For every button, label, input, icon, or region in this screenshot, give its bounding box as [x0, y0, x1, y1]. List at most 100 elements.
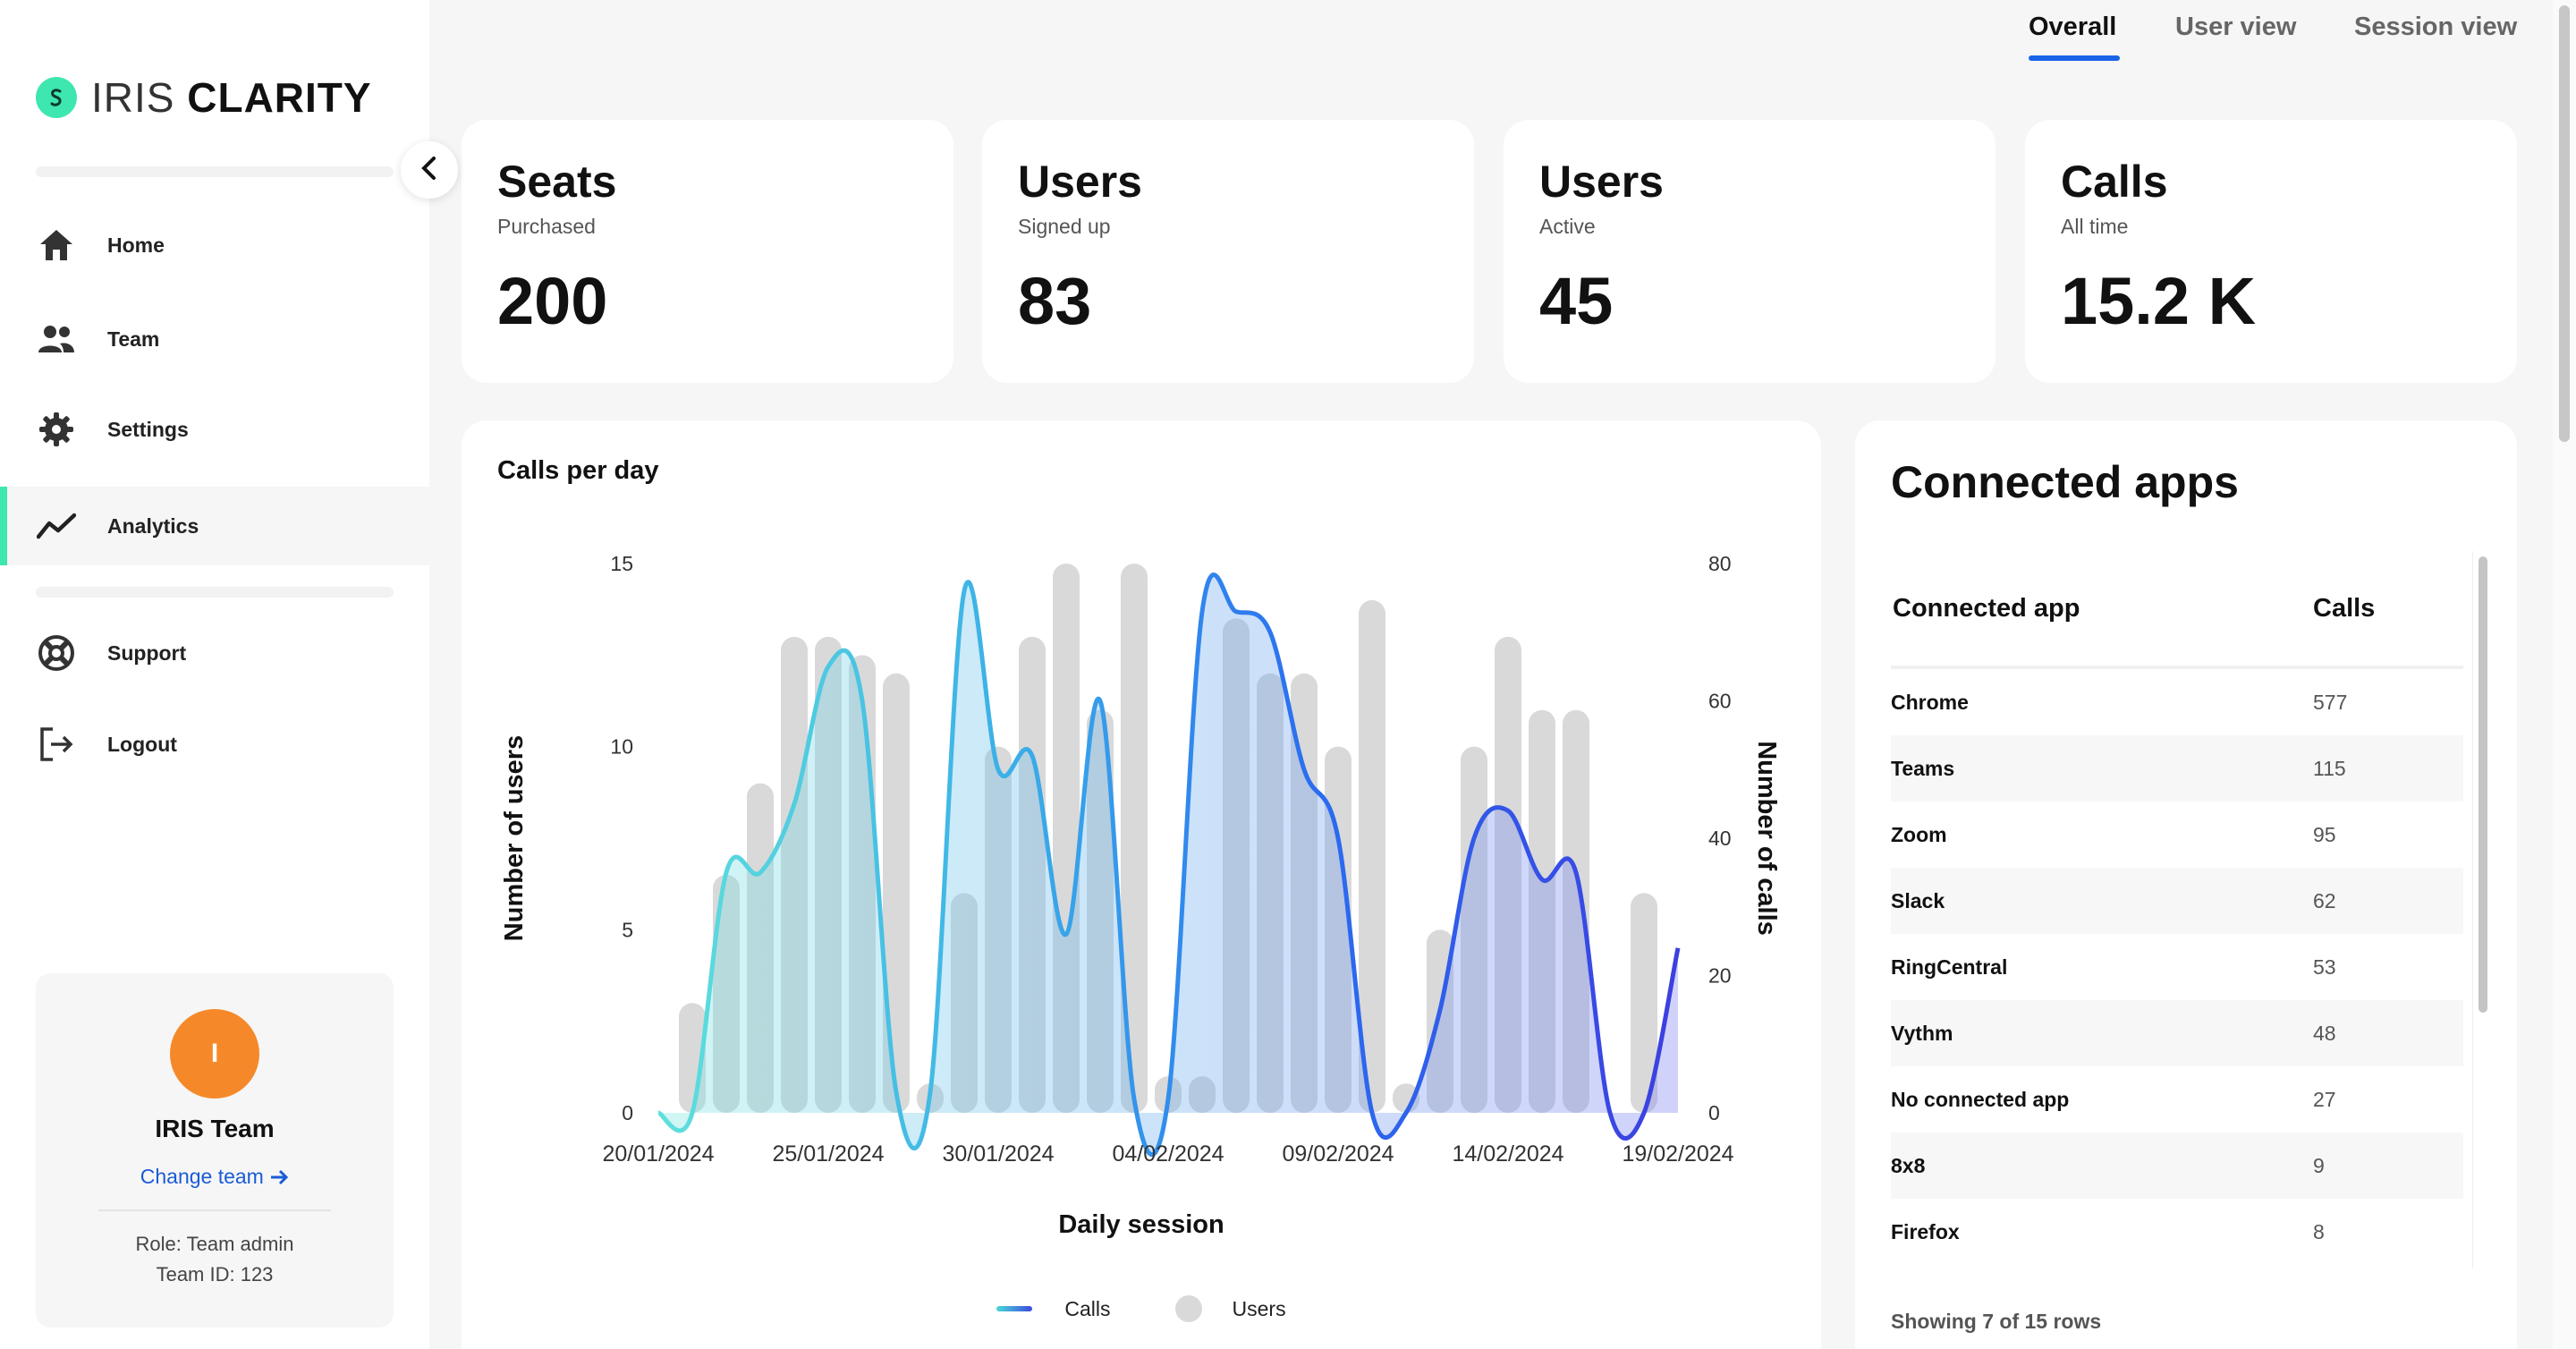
- x-tick-label: 04/02/2024: [1112, 1141, 1224, 1167]
- app-calls-cell: 115: [2313, 756, 2346, 780]
- team-card: I IRIS Team Change team Role: Team admin…: [36, 973, 394, 1328]
- app-calls-cell: 577: [2313, 690, 2348, 714]
- y-axis-title: Number of users: [500, 735, 529, 941]
- legend-item-calls[interactable]: Calls: [996, 1296, 1111, 1321]
- stat-title: Seats: [497, 157, 617, 207]
- team-id: Team ID: 123: [156, 1263, 274, 1285]
- legend-label: Users: [1232, 1296, 1286, 1320]
- app-calls-cell: 62: [2313, 888, 2336, 912]
- sidebar: IRIS CLARITY Home Team Settings Analytic…: [0, 0, 429, 1349]
- users-bar[interactable]: [1631, 893, 1657, 1113]
- table-row[interactable]: Firefox 8: [1891, 1199, 2463, 1265]
- lifebuoy-icon: [36, 632, 77, 674]
- y-tick-label: 5: [622, 918, 633, 941]
- stat-value: 45: [1539, 264, 1614, 338]
- sidebar-item-logout[interactable]: Logout: [0, 705, 429, 784]
- table-row[interactable]: Slack 62: [1891, 868, 2463, 934]
- stat-subtitle: All time: [2061, 215, 2129, 238]
- app-name-cell: Zoom: [1891, 822, 1947, 846]
- table-body: Chrome 577 Teams 115 Zoom 95 Slack 62 RingCentra…: [1891, 669, 2463, 1265]
- logout-icon: [36, 724, 77, 765]
- column-header-app[interactable]: Connected app: [1893, 593, 2080, 623]
- tab-session-view[interactable]: Session view: [2354, 13, 2518, 41]
- app-name-cell: Chrome: [1891, 690, 1969, 714]
- sidebar-item-label: Analytics: [107, 513, 199, 538]
- table-row[interactable]: RingCentral 53: [1891, 934, 2463, 1000]
- page-scrollbar[interactable]: [2553, 0, 2576, 1349]
- table-row[interactable]: Zoom 95: [1891, 802, 2463, 868]
- analytics-icon: [36, 505, 77, 547]
- stat-value: 83: [1018, 264, 1092, 338]
- y-right-tick-label: 0: [1708, 1101, 1720, 1124]
- sidebar-item-team[interactable]: Team: [0, 300, 429, 378]
- table-row[interactable]: Teams 115: [1891, 735, 2463, 802]
- y-tick-label: 15: [610, 552, 633, 575]
- table-row[interactable]: Vythm 48: [1891, 1000, 2463, 1066]
- collapse-sidebar-button[interactable]: [401, 141, 458, 199]
- stat-value: 200: [497, 264, 608, 338]
- y-tick-label: 10: [610, 735, 633, 759]
- tab-overall[interactable]: Overall: [2029, 13, 2117, 41]
- change-team-label: Change team: [140, 1165, 264, 1188]
- sidebar-divider: [36, 587, 394, 598]
- app-name-cell: Teams: [1891, 756, 1955, 780]
- users-bar[interactable]: [883, 673, 910, 1113]
- apps-table-scrollbar[interactable]: [2472, 551, 2492, 1268]
- sidebar-item-analytics[interactable]: Analytics: [0, 487, 429, 565]
- app-name-cell: No connected app: [1891, 1087, 2070, 1111]
- y-right-tick-label: 20: [1708, 964, 1732, 988]
- sidebar-item-label: Settings: [107, 417, 189, 441]
- chevron-left-icon: [419, 156, 439, 185]
- sidebar-item-home[interactable]: Home: [0, 206, 429, 284]
- change-team-link[interactable]: Change team: [36, 1165, 394, 1189]
- team-name: IRIS Team: [155, 1115, 275, 1142]
- table-row[interactable]: 8x8 9: [1891, 1133, 2463, 1199]
- sidebar-item-support[interactable]: Support: [0, 614, 429, 692]
- calls-line[interactable]: [657, 573, 1681, 1158]
- stat-title: Users: [1539, 157, 1664, 207]
- x-tick-label: 20/01/2024: [602, 1141, 714, 1167]
- scrollbar-thumb[interactable]: [2479, 556, 2487, 1013]
- active-tab-indicator: [2029, 55, 2120, 61]
- sidebar-item-label: Team: [107, 327, 160, 351]
- team-icon: [36, 318, 77, 360]
- brand-logo[interactable]: IRIS CLARITY: [36, 73, 372, 122]
- table-row[interactable]: No connected app 27: [1891, 1066, 2463, 1133]
- stat-card-users-signed-up: Users Signed up 83: [982, 120, 1474, 383]
- sidebar-divider: [36, 166, 394, 177]
- connected-apps-card: Connected apps Connected app Calls Chrom…: [1855, 420, 2517, 1349]
- sidebar-item-settings[interactable]: Settings: [0, 390, 429, 469]
- arrow-right-icon: [269, 1165, 289, 1188]
- sidebar-item-label: Logout: [107, 732, 177, 756]
- team-role: Role: Team admin: [135, 1233, 294, 1255]
- home-icon: [36, 225, 77, 266]
- chart-legend: Calls Users: [462, 1295, 1821, 1322]
- stat-card-calls: Calls All time 15.2 K: [2025, 120, 2517, 383]
- stat-card-seats: Seats Purchased 200: [462, 120, 953, 383]
- column-header-calls[interactable]: Calls: [2313, 593, 2376, 623]
- legend-item-users[interactable]: Users: [1174, 1295, 1286, 1322]
- y-right-axis-title: Number of calls: [1752, 741, 1781, 936]
- y-right-tick-label: 60: [1708, 690, 1732, 713]
- app-name-cell: Slack: [1891, 888, 1945, 912]
- app-calls-cell: 95: [2313, 822, 2336, 846]
- calls-area: [658, 574, 1678, 1155]
- x-tick-label: 30/01/2024: [942, 1141, 1054, 1167]
- sidebar-item-label: Support: [107, 641, 187, 665]
- app-calls-cell: 48: [2313, 1021, 2336, 1045]
- sidebar-item-label: Home: [107, 233, 165, 257]
- users-bar[interactable]: [1359, 599, 1385, 1113]
- stat-card-users-active: Users Active 45: [1504, 120, 1996, 383]
- calls-per-day-card: 0 5 10 15 0 20 40 60 80 20/01/2024 25/01/2024 30/01…: [462, 420, 1821, 1349]
- logo-mark-icon: [36, 77, 77, 118]
- apps-table-footer: Showing 7 of 15 rows: [1891, 1310, 2102, 1333]
- stat-title: Calls: [2061, 157, 2168, 207]
- gear-icon: [36, 409, 77, 450]
- users-bar[interactable]: [1121, 564, 1148, 1113]
- x-tick-label: 14/02/2024: [1452, 1141, 1563, 1167]
- app-name-cell: 8x8: [1891, 1153, 1926, 1177]
- tab-user-view[interactable]: User view: [2175, 13, 2297, 41]
- page-scrollbar-thumb[interactable]: [2559, 5, 2570, 442]
- legend-label: Calls: [1064, 1296, 1111, 1320]
- table-row[interactable]: Chrome 577: [1891, 669, 2463, 735]
